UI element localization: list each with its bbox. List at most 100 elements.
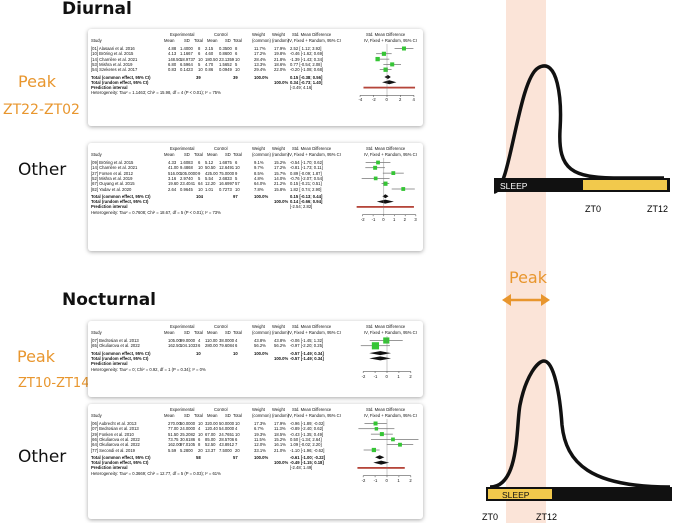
total-ctrl: 57 xyxy=(233,454,238,460)
ctrl-total: 4 xyxy=(235,426,238,432)
activity-curve-nocturnal xyxy=(489,359,671,489)
study-name: [07] Bedrosian et al. 2013 xyxy=(91,338,139,343)
exp-sd: 1.6083 xyxy=(180,160,193,165)
weight-random: 17.9% xyxy=(274,421,286,426)
weight-random: 15.8% xyxy=(274,186,286,192)
weight-common: 56.2% xyxy=(254,343,266,349)
exp-total: 20 xyxy=(198,447,203,453)
weight-common: 28.4% xyxy=(254,56,266,62)
header-sd-e: SD xyxy=(184,413,190,418)
exp-total: 10 xyxy=(198,421,203,426)
exp-sd: 99.0000 xyxy=(180,338,196,343)
header-mean-c: Mean xyxy=(207,413,218,418)
study-point xyxy=(374,427,379,431)
exp-mean: 4.33 xyxy=(168,160,177,165)
total-random-weight: 100.0% xyxy=(274,79,289,85)
ctrl-sd: 12.6491 xyxy=(219,165,235,171)
x-tick-label: 0 xyxy=(385,373,388,379)
study-point xyxy=(391,171,396,176)
smd-ci: -1.39 [-1.43; 0.34] xyxy=(290,56,324,62)
exp-mean: 3.16 xyxy=(168,175,177,181)
total-random-ci: -0.49 [-1.15; 0.18] xyxy=(290,460,324,466)
ctrl-total: 10 xyxy=(235,431,240,437)
study-point xyxy=(371,342,380,350)
ctrl-total: 9 xyxy=(235,170,238,176)
random-effect-diamond xyxy=(373,460,390,465)
ctrl-sd: 0.7273 xyxy=(219,186,232,192)
ctrl-sd: 50.0000 xyxy=(219,421,235,426)
weight-random: 17.9% xyxy=(274,46,286,51)
nocturnal-other-label: Other xyxy=(18,447,67,467)
prediction-ci: [-3.49; 4.16] xyxy=(290,85,313,91)
x-tick-label: 1 xyxy=(392,216,396,222)
exp-total: 10 xyxy=(198,431,203,437)
total-exp: 10 xyxy=(196,350,201,356)
sleep-bar-nocturnal xyxy=(488,489,552,499)
prediction-label: Prediction interval xyxy=(91,361,128,367)
header-random: (random) xyxy=(272,413,289,418)
exp-sd: 30.6186 xyxy=(180,436,196,442)
header-smd-sub-plot: IV, Fixed + Random, 95% CI xyxy=(364,413,417,418)
header-smd-plot: Std. Mean Difference xyxy=(366,146,406,151)
study-name: [66] Okuliarova et al. 2022 xyxy=(91,436,140,442)
weight-random: 18.6% xyxy=(274,61,286,67)
heterogeneity-text: Heterogeneity: Tau² = 1.1463; Chi² = 15.… xyxy=(91,90,221,96)
heterogeneity-text: Heterogeneity: Tau² = 0.7608; Chi² = 18.… xyxy=(91,209,221,215)
weight-common: 17.2% xyxy=(254,51,266,57)
random-effect-diamond xyxy=(369,356,392,361)
exp-total: 4 xyxy=(198,338,201,343)
ctrl-mean: 120.40 xyxy=(205,426,218,432)
total-exp: 58 xyxy=(196,454,201,460)
header-smd-sub-plot: IV, Fixed + Random, 95% CI xyxy=(364,330,417,335)
ctrl-mean: 425.00 xyxy=(205,170,218,176)
weight-common: 19.3% xyxy=(254,431,266,437)
ctrl-mean: 110.00 xyxy=(205,338,218,343)
weight-random: 17.2% xyxy=(274,165,286,171)
exp-sd: 5.2800 xyxy=(180,447,193,453)
common-effect-diamond xyxy=(375,455,385,460)
sleep-label-nocturnal: SLEEP xyxy=(502,490,530,500)
total-common-ci: 0.15 [-0.38; 0.56] xyxy=(290,74,323,80)
exp-total: 5 xyxy=(198,61,201,67)
study-point xyxy=(398,442,402,447)
smd-ci: 0.77 [-0.54; 2.08] xyxy=(290,61,322,67)
ctrl-mean: 5.54 xyxy=(205,175,214,181)
ctrl-sd: 7.5000 xyxy=(219,447,232,453)
header-mean-c: Mean xyxy=(207,38,218,43)
exp-mean: 51.50 xyxy=(168,431,179,437)
ctrl-total: 4 xyxy=(235,338,238,343)
study-point xyxy=(371,447,377,453)
exp-sd: 18.9737 xyxy=(180,56,196,62)
header-weight-random: Weight xyxy=(272,32,285,37)
header-total-c: Total xyxy=(233,330,242,335)
weight-random: 21.8% xyxy=(274,56,286,62)
exp-sd: 1.1667 xyxy=(180,51,193,57)
ctrl-sd: 0.3500 xyxy=(219,46,232,51)
x-tick-label: 2 xyxy=(409,373,412,379)
study-name: [67] Ouyang et al. 2015 xyxy=(91,181,135,187)
header-mean-e: Mean xyxy=(164,152,175,157)
total-random-label: Total (random effect, 95% CI) xyxy=(91,460,149,466)
study-point xyxy=(383,181,388,186)
exp-sd: 25.2082 xyxy=(180,431,196,437)
weight-random: 21.0% xyxy=(274,447,286,453)
ctrl-mean: 12.20 xyxy=(205,181,216,187)
exp-mean: 0.83 xyxy=(168,67,177,73)
x-tick-label: -2 xyxy=(361,477,366,483)
weight-common: 4.8% xyxy=(254,175,264,181)
ctrl-total: 8 xyxy=(235,46,238,51)
weight-random: 43.8% xyxy=(274,338,286,343)
header-study: Study xyxy=(91,330,102,335)
random-effect-diamond xyxy=(382,80,397,85)
header-control: Control xyxy=(214,146,228,151)
weight-common: 9.7% xyxy=(254,165,264,171)
header-smd-sub: IV, Fixed + Random, 95% CI xyxy=(288,38,341,43)
diurnal-heading: Diurnal xyxy=(62,0,132,19)
exp-total: 8 xyxy=(198,442,201,448)
smd-ci: -0.97 [-2.20; 0.25] xyxy=(290,343,324,349)
forest-marks xyxy=(357,419,419,478)
heterogeneity-text: Heterogeneity: Tau² = 0.3669; Chi² = 12.… xyxy=(91,470,221,476)
diurnal-peak-range: ZT22-ZT02 xyxy=(3,102,80,118)
prediction-interval-bar xyxy=(356,206,414,208)
header-total-e: Total xyxy=(194,38,203,43)
